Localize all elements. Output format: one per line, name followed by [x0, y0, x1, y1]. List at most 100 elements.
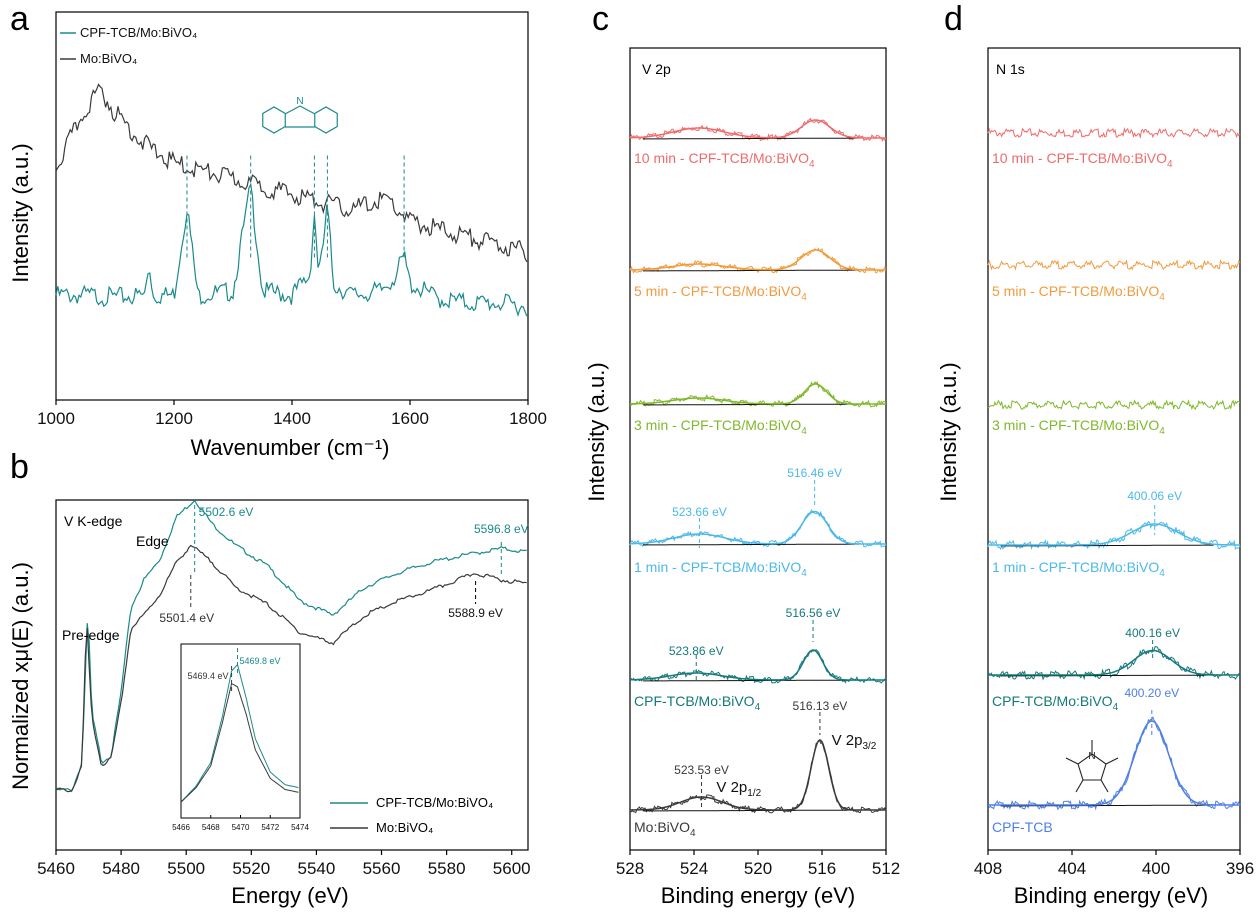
panel-c-series-3-fit — [630, 510, 886, 545]
pyrrole-ring — [1077, 753, 1107, 781]
panel-d-series-0-data — [987, 126, 1241, 140]
panel-c-v2p32-label: V 2p3/2 — [832, 732, 877, 752]
panel-d-series-4-fit — [988, 649, 1240, 676]
panel-c-series-2-label: 3 min - CPF-TCB/Mo:BiVO4 — [634, 417, 807, 437]
panel-b-inset-frame — [180, 643, 301, 819]
panel-b-x-tick-label: 5540 — [297, 859, 335, 878]
panel-b-edge-label: Edge — [136, 533, 169, 549]
panel-a-frame — [55, 11, 529, 401]
panel-c-series-5-background — [642, 809, 860, 812]
panel-c-annot: 523.53 eV — [674, 763, 729, 777]
pyrrole-bond — [1065, 757, 1079, 765]
panel-c-series-0-subscript: 4 — [809, 159, 815, 170]
panel-c-x-tick-label: 512 — [872, 859, 900, 878]
panel-c-x-tick-label: 520 — [744, 859, 772, 878]
panel-c-series-5-fit — [630, 739, 886, 811]
panel-c-series-5-label: Mo:BiVO4 — [634, 819, 696, 839]
carbazole-pyrrole — [284, 105, 316, 115]
panel-b-inset-tick-label: 5468 — [202, 823, 220, 832]
panel-c-series-2-subscript: 4 — [801, 426, 807, 437]
panel-b-legend-2: Mo:BiVO₄ — [376, 820, 433, 835]
panel-a-legend-2: Mo:BiVO₄ — [80, 51, 137, 66]
panel-c-annot: 516.46 eV — [787, 466, 842, 480]
panel-c-series-0-fit — [630, 119, 886, 139]
panel-a: 1000 1200 1400 1600 1800 N — [37, 11, 547, 428]
panel-d-series-1-data — [987, 259, 1241, 271]
panel-c-annot: 516.13 eV — [793, 699, 848, 713]
panel-c-annot: 523.66 eV — [672, 505, 727, 519]
panel-d-series-0-label: 10 min - CPF-TCB/Mo:BiVO4 — [992, 150, 1173, 170]
panel-c-v2p32-subscript: 3/2 — [862, 741, 876, 752]
panel-c-series-1-subscript: 4 — [801, 292, 807, 303]
panel-b-x-tick-label: 5560 — [363, 859, 401, 878]
panel-b-inset-tick-label: 5472 — [261, 823, 279, 832]
panel-c-series-0-background — [642, 137, 860, 140]
panel-b-inset-tick-label: 5474 — [291, 823, 309, 832]
panel-c-series-3-subscript: 4 — [801, 568, 807, 579]
panel-letter-a: a — [10, 0, 29, 38]
panel-c-series-2-background — [642, 403, 860, 406]
panel-a-series-mobivo4 — [55, 83, 528, 263]
panel-d-x-tick-label: 404 — [1058, 859, 1086, 878]
panel-d-series-3-data — [987, 520, 1241, 551]
panel-c-series-4-fit — [629, 649, 886, 681]
panel-c-title: V 2p — [642, 61, 671, 77]
panel-b-annot-1: 5502.6 eV — [199, 505, 254, 519]
panel-c-series-1-fit — [630, 249, 886, 271]
panel-c-annot: 523.86 eV — [669, 644, 724, 658]
panel-c-series-3-background — [642, 543, 860, 546]
panel-d-x-tick-label: 408 — [974, 859, 1002, 878]
panel-b-annot-4: 5588.9 eV — [448, 606, 503, 620]
panel-d-annot: 400.16 eV — [1125, 626, 1180, 640]
carbazole-n-atom: N — [296, 96, 303, 107]
panel-c-series-5-subscript: 4 — [690, 828, 696, 839]
carbazole-ring — [262, 106, 286, 134]
panel-b-x-tick-label: 5480 — [102, 859, 140, 878]
panel-c-series-0-label: 10 min - CPF-TCB/Mo:BiVO4 — [634, 150, 815, 170]
panel-b-x-tick-label: 5460 — [37, 859, 75, 878]
pyrrole-bond — [1100, 779, 1109, 793]
panel-c-x-tick-label: 528 — [616, 859, 644, 878]
panel-d-series-3-label: 1 min - CPF-TCB/Mo:BiVO4 — [992, 559, 1165, 579]
panel-c-ylabel: Intensity (a.u.) — [584, 362, 609, 501]
panel-b-inset-tick-label: 5470 — [232, 823, 250, 832]
panel-b-title: V K-edge — [64, 513, 123, 529]
panel-a-x-tick-label: 1400 — [273, 409, 311, 428]
panel-d-series-1-label: 5 min - CPF-TCB/Mo:BiVO4 — [992, 283, 1165, 303]
panel-b-series-hybrid — [55, 499, 527, 793]
panel-a-x-tick-label: 1600 — [391, 409, 429, 428]
panel-c-series-4-background — [642, 679, 860, 682]
panel-c-series-4-label: CPF-TCB/Mo:BiVO4 — [634, 693, 761, 713]
panel-d-series-0-subscript: 4 — [1167, 159, 1173, 170]
panel-c-x-tick-label: 524 — [680, 859, 708, 878]
panel-b-inset-series — [180, 663, 299, 803]
panel-d-series-4-label: CPF-TCB/Mo:BiVO4 — [992, 693, 1119, 713]
panel-c-series-4-subscript: 4 — [755, 702, 761, 713]
pyrrole-molecule-icon: N — [1065, 740, 1119, 793]
panel-b-x-tick-label: 5580 — [428, 859, 466, 878]
panel-letter-b: b — [10, 448, 29, 486]
panel-a-x-tick-label: 1200 — [155, 409, 193, 428]
panel-d-series-3-subscript: 4 — [1159, 568, 1165, 579]
panel-d-xlabel: Binding energy (eV) — [1014, 883, 1208, 908]
panel-letter-d: d — [944, 0, 963, 38]
panel-b-legend-1: CPF-TCB/Mo:BiVO₄ — [376, 795, 493, 810]
panel-b-preedge-label: Pre-edge — [62, 627, 120, 643]
panel-d-series-5-fit — [988, 720, 1240, 806]
panel-c-series-4-data — [629, 648, 887, 684]
panel-d-annot: 400.20 eV — [1124, 686, 1179, 700]
panel-b-inset-tick-label: 5466 — [172, 823, 190, 832]
panel-b-frame — [55, 499, 529, 851]
panel-d-series-2-subscript: 4 — [1159, 426, 1165, 437]
panel-b-x-tick-label: 5600 — [493, 859, 531, 878]
panel-d-frame — [987, 47, 1241, 851]
panel-c-series-3-data — [629, 508, 887, 548]
panel-d-series-1-subscript: 4 — [1159, 292, 1165, 303]
panel-d-x-tick-label: 400 — [1142, 859, 1170, 878]
panel-d-series-5-background — [1000, 804, 1214, 807]
panel-d-series-4-subscript: 4 — [1113, 702, 1119, 713]
carbazole-ring — [314, 106, 338, 134]
panel-b-annot-2: 5501.4 eV — [159, 611, 214, 625]
panel-b-annot-3: 5596.8 eV — [474, 522, 529, 536]
